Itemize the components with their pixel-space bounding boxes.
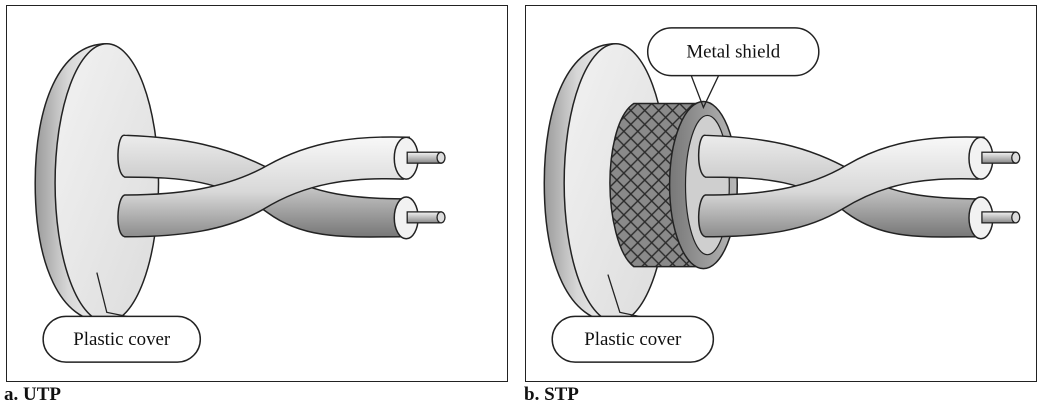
stp-cable-illustration: Metal shield Plastic cover	[543, 27, 1021, 363]
utp-panel: Plastic cover	[6, 5, 508, 382]
stp-caption: b. STP	[524, 384, 579, 405]
plastic-cover-label: Plastic cover	[584, 329, 682, 350]
utp-cable-illustration: Plastic cover	[34, 43, 446, 363]
stp-panel: Metal shield Plastic cover	[525, 5, 1037, 382]
wire-2	[117, 136, 411, 238]
conductor-top	[406, 151, 442, 164]
plastic-cover-callout	[551, 315, 715, 363]
metal-shield-pointer	[689, 65, 724, 110]
plastic-cover-face	[54, 43, 160, 324]
conductor-bottom	[981, 211, 1017, 224]
conductor-bottom	[406, 211, 442, 224]
plastic-cover-callout	[42, 315, 202, 363]
metal-shield-label: Metal shield	[686, 42, 780, 63]
plastic-cover-label: Plastic cover	[73, 329, 171, 350]
utp-caption: a. UTP	[4, 384, 61, 405]
metal-shield-callout	[646, 27, 820, 77]
conductor-top	[981, 151, 1017, 164]
wire-2	[697, 136, 985, 238]
